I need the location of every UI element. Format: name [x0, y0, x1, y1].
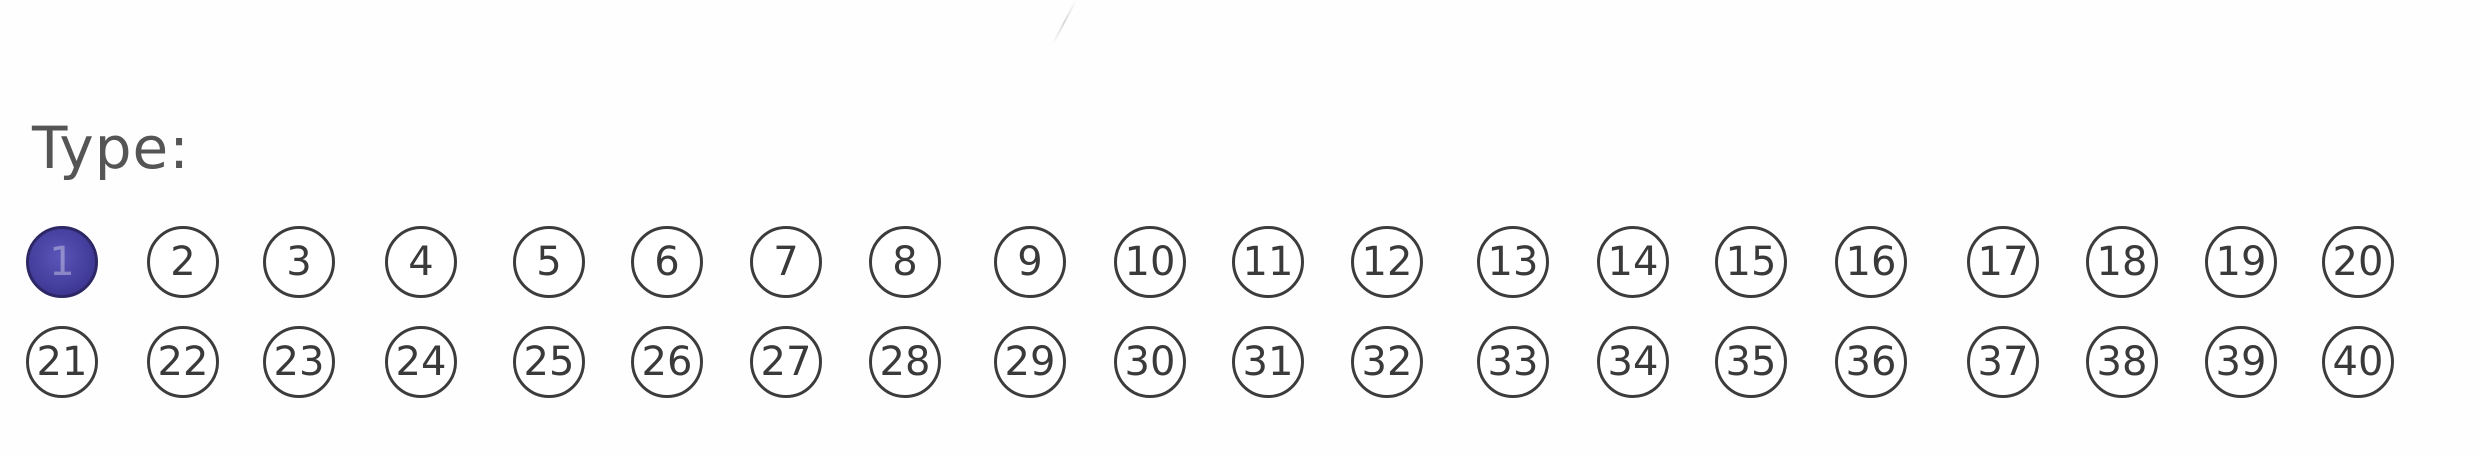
option-bubble[interactable]: 17 [1967, 226, 2039, 298]
option-bubble[interactable]: 38 [2086, 326, 2158, 398]
option-bubble[interactable]: 15 [1715, 226, 1787, 298]
option-bubble[interactable]: 24 [385, 326, 457, 398]
type-label: Type: [32, 114, 190, 182]
option-bubble[interactable]: 33 [1477, 326, 1549, 398]
option-bubble[interactable]: 12 [1351, 226, 1423, 298]
option-bubble[interactable]: 26 [631, 326, 703, 398]
scan-artifact-line [1051, 0, 1077, 46]
option-bubble[interactable]: 6 [631, 226, 703, 298]
option-bubble[interactable]: 23 [263, 326, 335, 398]
option-bubble[interactable]: 31 [1232, 326, 1304, 398]
option-bubble[interactable]: 32 [1351, 326, 1423, 398]
option-bubble[interactable]: 40 [2322, 326, 2394, 398]
option-bubble-selected[interactable]: 1 [26, 226, 98, 298]
option-bubble[interactable]: 35 [1715, 326, 1787, 398]
option-bubble[interactable]: 3 [263, 226, 335, 298]
option-bubble[interactable]: 8 [869, 226, 941, 298]
option-bubble[interactable]: 14 [1597, 226, 1669, 298]
option-bubble[interactable]: 16 [1835, 226, 1907, 298]
option-bubble[interactable]: 9 [994, 226, 1066, 298]
option-bubble[interactable]: 2 [147, 226, 219, 298]
option-bubble[interactable]: 25 [513, 326, 585, 398]
option-bubble[interactable]: 22 [147, 326, 219, 398]
option-bubble[interactable]: 18 [2086, 226, 2158, 298]
option-bubble[interactable]: 34 [1597, 326, 1669, 398]
option-bubble[interactable]: 13 [1477, 226, 1549, 298]
option-bubble[interactable]: 37 [1967, 326, 2039, 398]
option-bubble[interactable]: 21 [26, 326, 98, 398]
option-bubble[interactable]: 7 [750, 226, 822, 298]
option-bubble[interactable]: 39 [2205, 326, 2277, 398]
option-bubble[interactable]: 5 [513, 226, 585, 298]
option-bubble[interactable]: 36 [1835, 326, 1907, 398]
option-bubble[interactable]: 29 [994, 326, 1066, 398]
option-bubble[interactable]: 28 [869, 326, 941, 398]
option-bubble[interactable]: 19 [2205, 226, 2277, 298]
option-bubble[interactable]: 27 [750, 326, 822, 398]
option-bubble[interactable]: 10 [1114, 226, 1186, 298]
option-bubble[interactable]: 4 [385, 226, 457, 298]
option-bubble[interactable]: 30 [1114, 326, 1186, 398]
option-bubble[interactable]: 20 [2322, 226, 2394, 298]
option-bubble[interactable]: 11 [1232, 226, 1304, 298]
